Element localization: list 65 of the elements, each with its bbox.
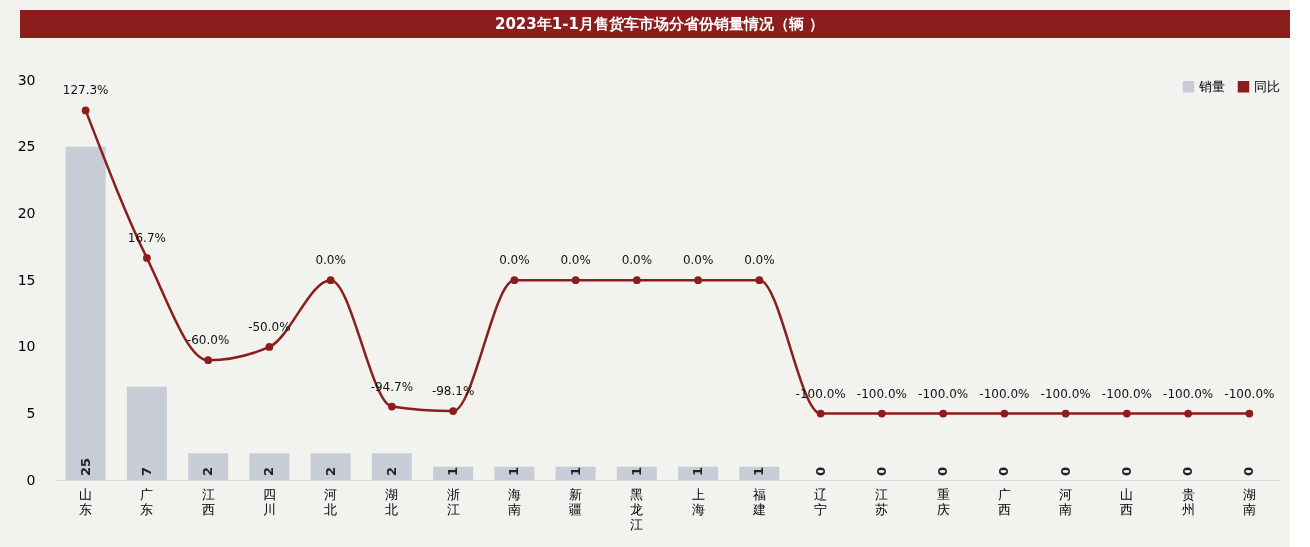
data-label: 2 xyxy=(322,466,338,476)
data-label: 25 xyxy=(77,457,93,476)
data-label: 0.0% xyxy=(315,253,346,268)
data-label: 0 xyxy=(873,466,889,476)
data-label: 0 xyxy=(996,466,1012,476)
x-tick-label: 山西 xyxy=(1120,486,1134,517)
data-label: 0.0% xyxy=(560,253,591,268)
data-label: -100.0% xyxy=(979,386,1030,401)
x-tick-label: 贵州 xyxy=(1181,486,1195,517)
y-tick-label: 20 xyxy=(17,204,36,221)
data-label: -100.0% xyxy=(1163,386,1214,401)
data-label: 1 xyxy=(690,466,706,476)
y-tick-label: 0 xyxy=(26,471,36,488)
x-tick-label: 上海 xyxy=(691,486,705,517)
data-label: 0 xyxy=(935,466,951,476)
y-tick-label: 10 xyxy=(17,338,36,355)
data-label: 1 xyxy=(445,466,461,476)
data-label: 2 xyxy=(261,466,277,476)
x-tick-label: 湖南 xyxy=(1242,486,1256,517)
data-label: 0.0% xyxy=(682,253,714,268)
data-label: 1 xyxy=(751,466,767,476)
x-tick-label: 浙江 xyxy=(446,486,460,517)
y-tick-label: 5 xyxy=(26,404,36,421)
data-label: 1 xyxy=(506,466,522,476)
data-label: 1 xyxy=(567,466,583,476)
data-label: 0 xyxy=(1118,466,1134,476)
x-tick-label: 河南 xyxy=(1059,486,1073,517)
x-tick-label: 重庆 xyxy=(936,486,950,517)
data-label: 2 xyxy=(200,466,216,476)
data-label: 0.0% xyxy=(744,253,775,268)
data-label: 127.3% xyxy=(62,83,109,98)
data-label: 2 xyxy=(383,466,399,476)
data-label: 0 xyxy=(1241,466,1257,476)
x-tick-label: 福建 xyxy=(751,486,766,517)
data-label: 0.0% xyxy=(621,253,653,268)
data-label: 0 xyxy=(1180,466,1196,476)
y-tick-label: 30 xyxy=(17,71,36,88)
x-tick-label: 江苏 xyxy=(875,486,889,517)
data-label: 1 xyxy=(628,466,644,476)
x-tick-label: 广西 xyxy=(997,486,1011,517)
data-label: -100.0% xyxy=(1040,386,1091,401)
y-tick-label: 25 xyxy=(17,138,36,155)
data-label: -60.0% xyxy=(186,333,230,348)
x-tick-label: 江西 xyxy=(201,486,215,517)
x-tick-label: 河北 xyxy=(324,486,338,517)
x-tick-label: 湖北 xyxy=(385,486,399,517)
data-label: 0.0% xyxy=(499,253,530,268)
legend-label: 销量 xyxy=(1198,78,1225,94)
x-tick-label: 广东 xyxy=(140,486,154,517)
data-label: 0 xyxy=(812,466,828,476)
y-tick-label: 15 xyxy=(17,271,36,288)
x-tick-label: 四川 xyxy=(262,486,276,517)
data-label: -100.0% xyxy=(1224,386,1275,401)
data-label: 7 xyxy=(138,466,154,476)
x-tick-label: 海南 xyxy=(507,486,521,517)
data-label: -100.0% xyxy=(1101,386,1152,401)
x-tick-label: 新疆 xyxy=(569,486,583,517)
data-label: -100.0% xyxy=(918,386,969,401)
x-tick-label: 山东 xyxy=(79,486,93,517)
x-tick-label: 黑龙江 xyxy=(630,486,644,532)
legend-label: 同比 xyxy=(1254,78,1280,94)
data-label: 0 xyxy=(1057,466,1073,476)
data-label: -100.0% xyxy=(856,386,907,401)
chart-title: 2023年1-1月售货车市场分省份销量情况（辆 ） xyxy=(494,15,825,33)
x-tick-label: 辽宁 xyxy=(814,486,828,517)
